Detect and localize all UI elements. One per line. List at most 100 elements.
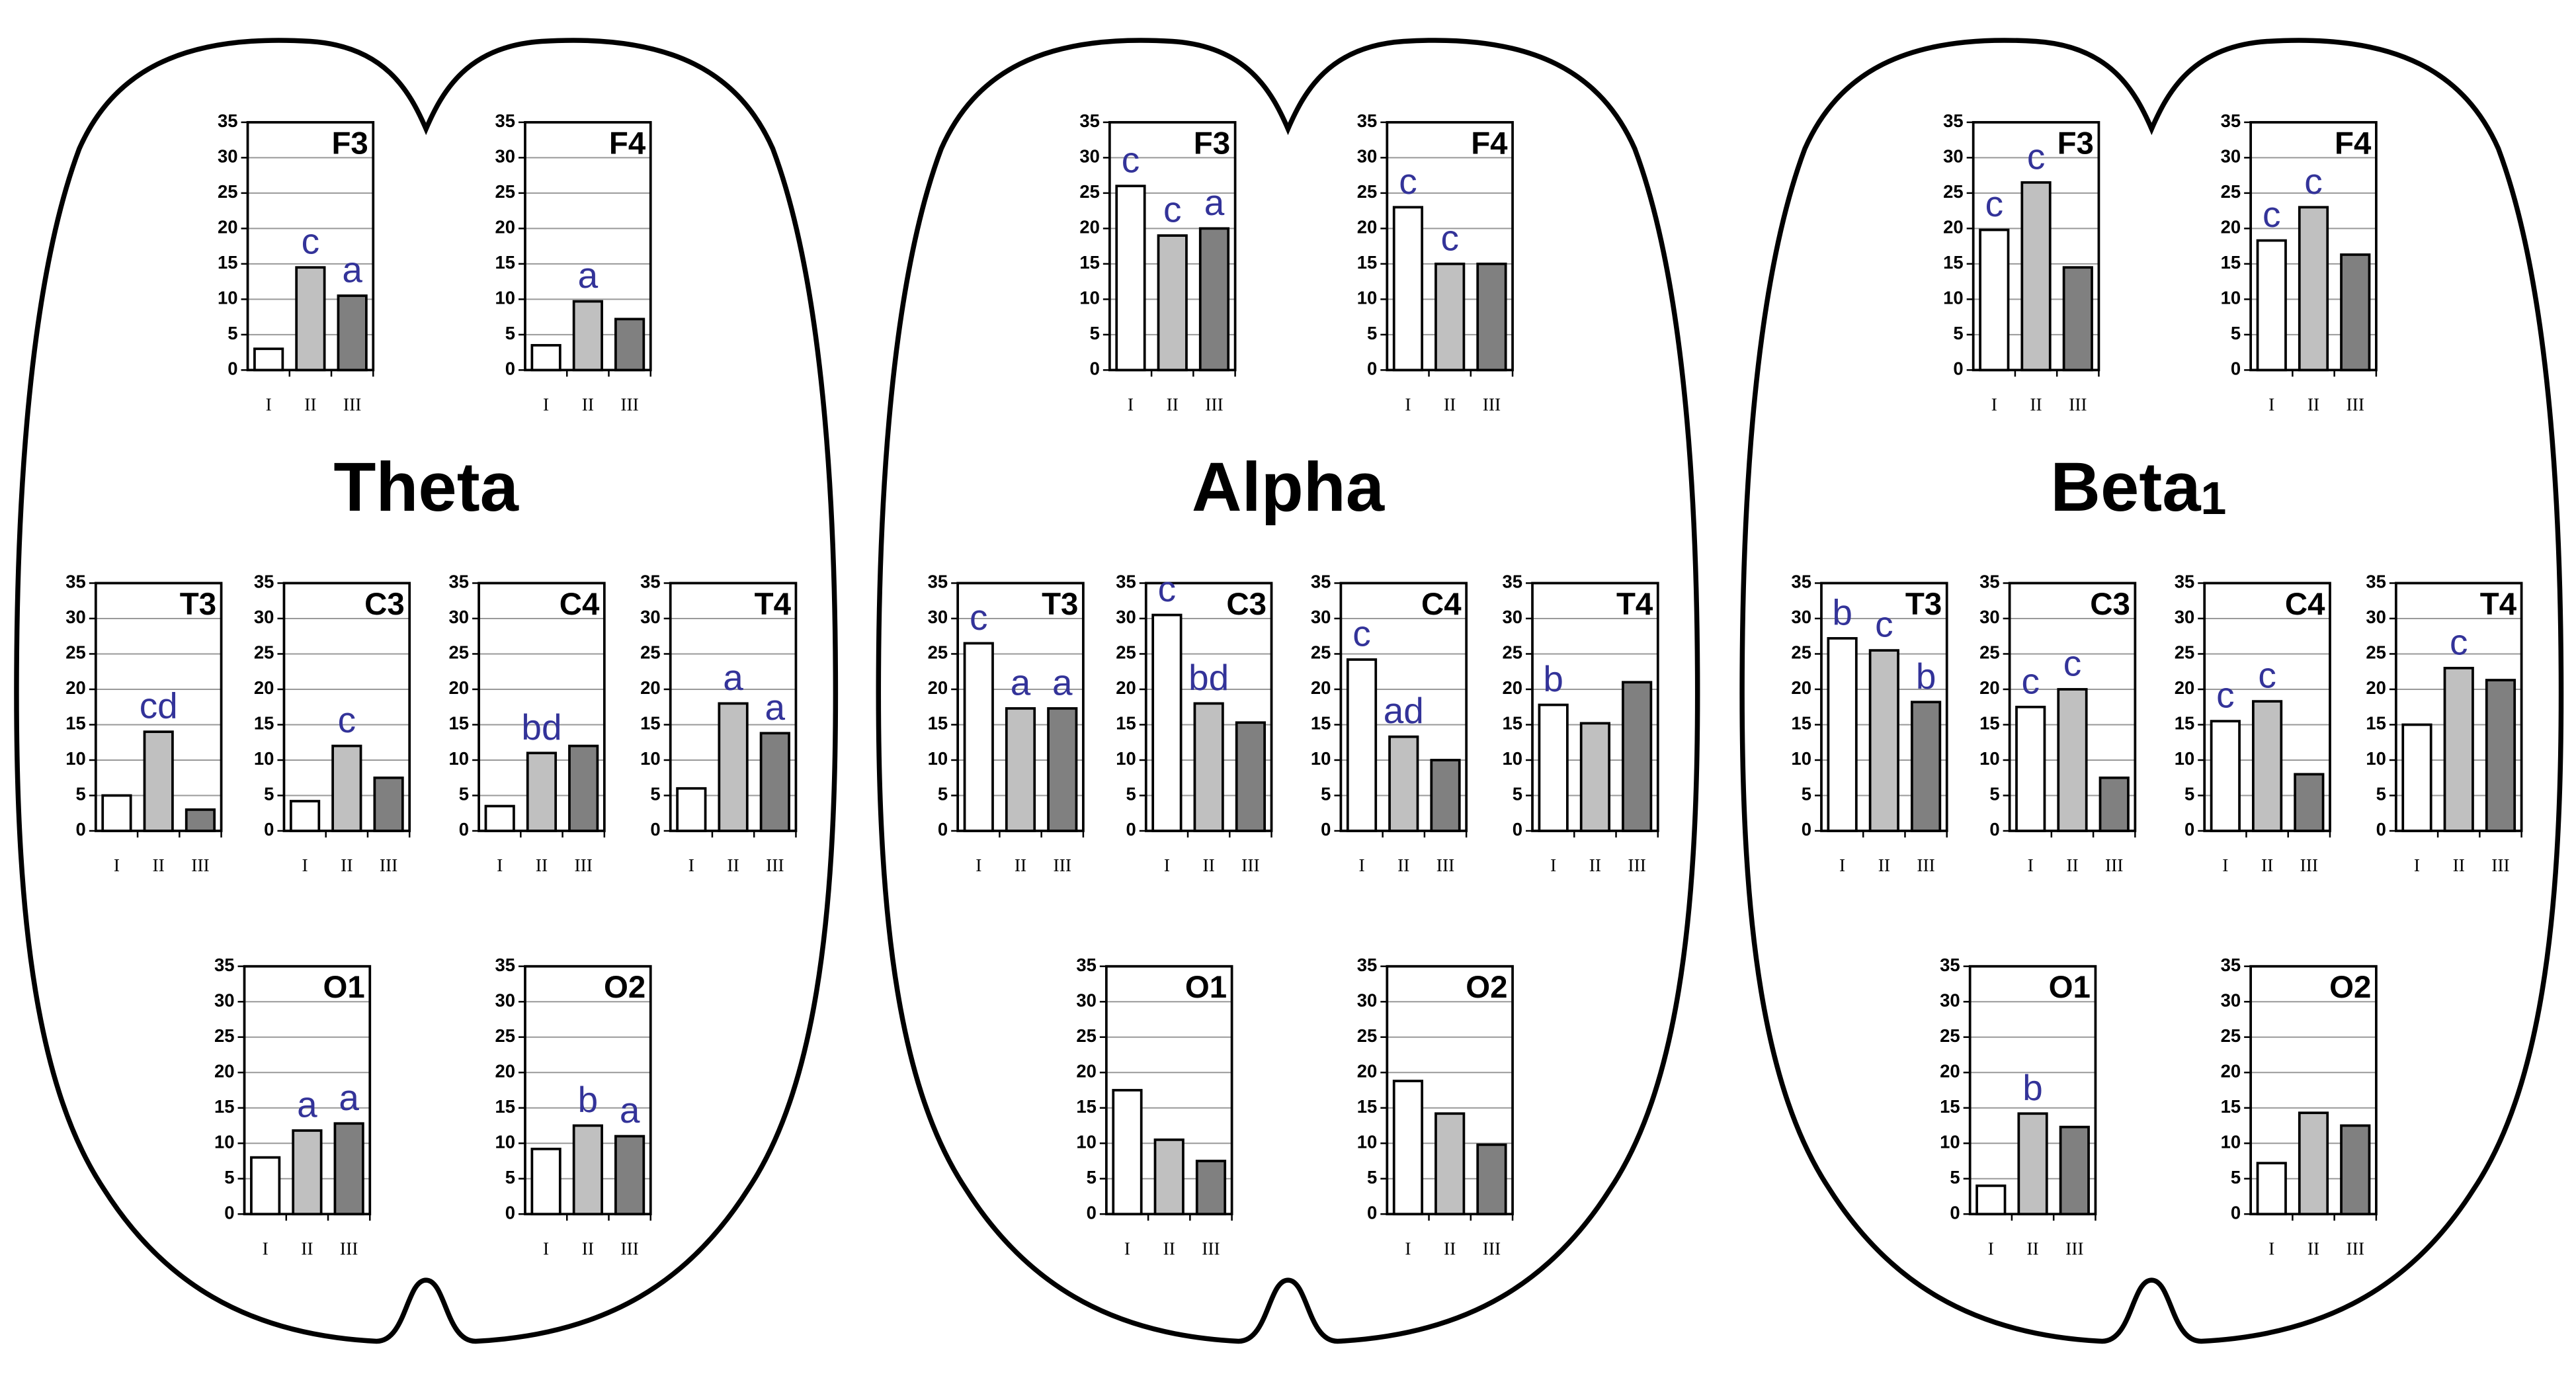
bar — [2059, 1125, 2090, 1216]
x-tick-label: I — [263, 1238, 269, 1258]
significance-label: a — [342, 249, 362, 290]
bar — [2298, 206, 2329, 372]
y-tick-label: 5 — [1321, 784, 1331, 804]
y-tick-label: 30 — [1076, 990, 1097, 1010]
x-tick-label: II — [1589, 855, 1601, 875]
x-tick-label: III — [343, 395, 361, 415]
y-tick-label: 30 — [1943, 146, 1964, 167]
bar — [676, 787, 707, 832]
y-tick-label: 15 — [1079, 252, 1100, 273]
chart-title: C3 — [2090, 587, 2130, 622]
x-tick-label: I — [1128, 395, 1134, 415]
significance-label: c — [338, 699, 356, 740]
y-tick-label: 20 — [1076, 1060, 1097, 1081]
y-tick-label: 20 — [214, 1060, 235, 1081]
y-tick-label: 10 — [1311, 748, 1331, 769]
x-tick-label: III — [2491, 855, 2509, 875]
band-name: Theta — [333, 449, 519, 526]
y-tick-label: 35 — [1979, 572, 2000, 592]
y-tick-label: 25 — [928, 642, 948, 663]
x-tick-label: II — [153, 855, 165, 875]
y-tick-label: 0 — [2231, 1202, 2241, 1223]
y-tick-label: 20 — [449, 677, 470, 698]
chart-title: T4 — [755, 587, 792, 622]
bar — [2256, 239, 2287, 372]
head-outline — [1739, 38, 2564, 1344]
bar — [484, 804, 515, 832]
bar — [1112, 1089, 1143, 1216]
x-tick-label: III — [2347, 395, 2364, 415]
bar — [289, 800, 321, 832]
bar — [2062, 266, 2093, 372]
x-tick-label: II — [2307, 395, 2319, 415]
bar — [2020, 181, 2052, 372]
y-tick-label: 5 — [1090, 323, 1100, 343]
x-tick-label: II — [1015, 855, 1026, 875]
x-tick-label: I — [1358, 855, 1364, 875]
y-tick-label: 25 — [1357, 181, 1378, 202]
x-tick-label: I — [1839, 855, 1845, 875]
y-tick-label: 35 — [1076, 955, 1097, 975]
y-tick-label: 35 — [495, 955, 515, 975]
y-tick-label: 25 — [2221, 1025, 2241, 1046]
significance-label: a — [297, 1084, 317, 1125]
y-tick-label: 15 — [1116, 713, 1136, 734]
significance-label: c — [1122, 140, 1140, 181]
significance-label: c — [2063, 643, 2081, 684]
x-tick-label: II — [2026, 1238, 2038, 1258]
y-tick-label: 25 — [214, 1025, 235, 1046]
y-tick-label: 10 — [1791, 748, 1811, 769]
chart-title: O1 — [2049, 970, 2091, 1005]
y-tick-label: 15 — [1502, 713, 1522, 734]
significance-label: c — [2027, 136, 2045, 177]
chart-title: O1 — [323, 970, 365, 1005]
y-tick-label: 35 — [495, 110, 515, 131]
bar — [143, 730, 174, 832]
significance-label: a — [723, 657, 743, 698]
y-tick-label: 20 — [640, 677, 661, 698]
significance-label: c — [1158, 568, 1176, 609]
x-tick-label: II — [341, 855, 353, 875]
bar — [295, 266, 326, 372]
bar — [2017, 1112, 2048, 1216]
significance-label: c — [2263, 194, 2280, 235]
y-tick-label: 35 — [449, 572, 470, 592]
y-tick-label: 15 — [1940, 1096, 1960, 1117]
y-tick-label: 10 — [1076, 1131, 1097, 1152]
bar — [1388, 735, 1419, 832]
chart-title: F4 — [609, 126, 646, 161]
x-tick-label: II — [2261, 855, 2273, 875]
y-tick-label: 5 — [459, 784, 469, 804]
x-tick-label: III — [1483, 1238, 1501, 1258]
y-tick-label: 35 — [1116, 572, 1136, 592]
bar — [2340, 253, 2371, 372]
bar — [1193, 702, 1224, 832]
significance-label: b — [1916, 656, 1936, 697]
y-tick-label: 25 — [1357, 1025, 1378, 1046]
x-tick-label: III — [2069, 395, 2087, 415]
bar — [1579, 722, 1610, 832]
x-tick-label: II — [582, 395, 594, 415]
x-tick-label: II — [2030, 395, 2042, 415]
y-tick-label: 35 — [928, 572, 948, 592]
y-tick-label: 25 — [2175, 642, 2195, 663]
x-tick-label: III — [620, 395, 638, 415]
bar — [1198, 227, 1230, 372]
significance-label: bd — [521, 707, 561, 748]
y-tick-label: 15 — [1979, 713, 2000, 734]
chart-title: C4 — [560, 587, 600, 622]
y-tick-label: 30 — [1502, 607, 1522, 627]
y-tick-label: 30 — [1079, 146, 1100, 167]
bar — [963, 642, 994, 832]
y-tick-label: 25 — [65, 642, 86, 663]
y-tick-label: 5 — [2184, 784, 2194, 804]
y-tick-label: 35 — [1357, 110, 1378, 131]
significance-label: c — [2450, 621, 2468, 662]
bar — [1476, 262, 1507, 372]
bar — [337, 294, 368, 372]
x-tick-label: I — [114, 855, 120, 875]
x-tick-label: II — [1163, 1238, 1175, 1258]
x-tick-label: I — [266, 395, 272, 415]
y-tick-label: 35 — [1357, 955, 1378, 975]
y-tick-label: 30 — [1979, 607, 2000, 627]
